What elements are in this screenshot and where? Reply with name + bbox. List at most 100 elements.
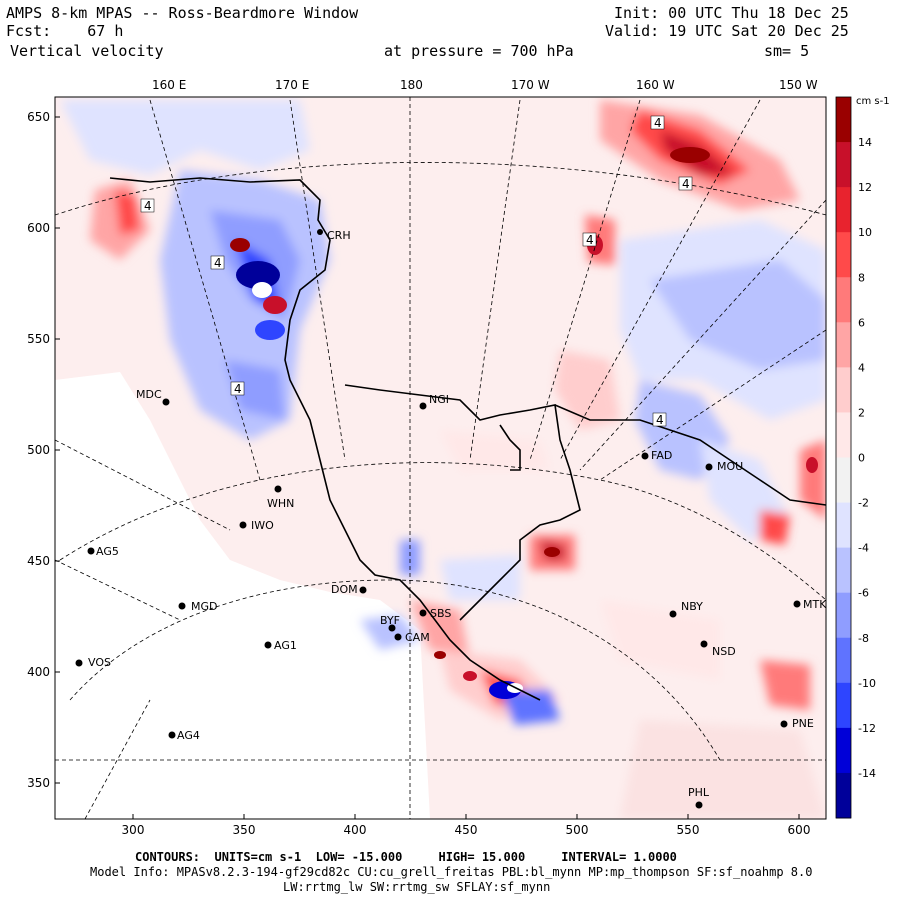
svg-text:MOU: MOU <box>717 460 743 473</box>
pressure-level: at pressure = 700 hPa <box>384 43 574 59</box>
svg-text:400: 400 <box>27 665 50 679</box>
svg-text:550: 550 <box>677 823 700 837</box>
fcst-label: Fcst: <box>6 22 52 40</box>
svg-text:MGD: MGD <box>191 600 218 613</box>
colorbar-label: -10 <box>858 677 876 690</box>
colorbar-swatch <box>836 412 851 458</box>
svg-text:4: 4 <box>656 413 664 427</box>
contour-label: 4 <box>650 115 665 130</box>
svg-text:4: 4 <box>586 233 594 247</box>
svg-text:170 E: 170 E <box>275 78 309 92</box>
colorbar: cm s-1 14 12 10 8 6 4 2 0 -2 -4 -6 -8 -10 -12 -14 <box>835 96 890 819</box>
pressure-label: at pressure = <box>384 42 502 60</box>
station-pne: PNE <box>780 717 814 730</box>
svg-text:500: 500 <box>27 443 50 457</box>
contours-label: CONTOURS: <box>135 850 201 864</box>
contour-label: 4 <box>582 232 597 247</box>
map-border <box>54 96 827 820</box>
station-dom: DOM <box>331 583 367 596</box>
station-whn: WHN <box>267 485 294 510</box>
colorbar-swatch <box>836 367 851 413</box>
svg-text:MDC: MDC <box>136 388 162 401</box>
contours-high: HIGH= 15.000 <box>438 850 526 864</box>
y-axis: 650 600 550 500 450 400 350 <box>27 110 50 790</box>
colorbar-label: 6 <box>858 316 865 329</box>
strong-features <box>230 147 818 699</box>
svg-text:4: 4 <box>144 199 152 213</box>
model-info: Model Info: MPASv8.2.3-194-gf29cd82c CU:… <box>90 865 813 879</box>
colorbar-label: 12 <box>858 181 872 194</box>
contour-label: 4 <box>652 412 667 427</box>
colorbar-label: 2 <box>858 406 865 419</box>
station-cam: CAM <box>394 631 430 644</box>
contour-label: 4 <box>210 255 225 270</box>
contour-label: 4 <box>678 176 693 191</box>
svg-text:BYF: BYF <box>380 614 400 627</box>
station-iwo: IWO <box>239 519 274 532</box>
station-sbs: SBS <box>419 607 451 620</box>
svg-text:180: 180 <box>400 78 423 92</box>
svg-text:600: 600 <box>27 221 50 235</box>
stations: MDC NGI WHN IWO AG5 MGD VOS AG1 AG4 DOM … <box>75 229 826 809</box>
svg-text:450: 450 <box>27 554 50 568</box>
svg-text:160 E: 160 E <box>152 78 186 92</box>
station-ngi: NGI <box>419 393 449 410</box>
svg-text:4: 4 <box>234 382 242 396</box>
svg-text:CRH: CRH <box>327 229 351 242</box>
model-info-2: LW:rrtmg_lw SW:rrtmg_sw SFLAY:sf_mynn <box>283 880 551 894</box>
colorbar-label: -2 <box>858 497 869 510</box>
svg-text:500: 500 <box>566 823 589 837</box>
station-phl: PHL <box>688 786 710 809</box>
field-name: Vertical velocity <box>10 42 164 60</box>
svg-text:350: 350 <box>27 776 50 790</box>
station-ag1: AG1 <box>264 639 297 652</box>
colorbar-swatch <box>836 592 851 639</box>
contours-interval: INTERVAL= 1.0000 <box>561 850 677 864</box>
contours-low: LOW= -15.000 <box>315 850 403 864</box>
svg-text:4: 4 <box>682 177 690 191</box>
station-crh: CRH <box>317 229 351 242</box>
svg-text:NGI: NGI <box>429 393 449 406</box>
colorbar-swatch <box>836 637 851 684</box>
contour-labels: 4 4 4 4 4 4 4 <box>140 115 693 427</box>
svg-text:4: 4 <box>214 256 222 270</box>
svg-text:650: 650 <box>27 110 50 124</box>
contours-info: CONTOURS: UNITS=cm s-1 LOW= -15.000 HIGH… <box>135 850 677 864</box>
fcst-value: 67 h <box>87 22 124 40</box>
svg-text:160 W: 160 W <box>636 78 675 92</box>
colorbar-swatch <box>836 457 851 504</box>
colorbar-label: 14 <box>858 136 872 149</box>
tick-marks <box>55 116 800 819</box>
svg-text:PHL: PHL <box>688 786 710 799</box>
svg-text:550: 550 <box>27 332 50 346</box>
station-mdc: MDC <box>136 388 170 406</box>
svg-text:400: 400 <box>344 823 367 837</box>
coastline <box>109 177 826 701</box>
station-nsd: NSD <box>700 640 736 658</box>
station-vos: VOS <box>75 656 111 669</box>
station-byf: BYF <box>380 614 400 632</box>
map-area: 4 4 4 4 4 4 4 MDC NGI WHN IWO AG5 MGD VO… <box>55 97 826 819</box>
colorbar-swatch <box>836 187 851 233</box>
station-ag5: AG5 <box>87 545 119 558</box>
colorbar-label: -6 <box>858 587 869 600</box>
svg-text:DOM: DOM <box>331 583 358 596</box>
svg-text:NBY: NBY <box>681 600 703 613</box>
svg-text:150 W: 150 W <box>779 78 818 92</box>
colorbar-labels: 14 12 10 8 6 4 2 0 -2 -4 -6 -8 -10 -12 -14 <box>858 136 876 780</box>
svg-text:SBS: SBS <box>430 607 451 620</box>
svg-text:IWO: IWO <box>251 519 274 532</box>
station-mou: MOU <box>705 460 743 473</box>
svg-text:NSD: NSD <box>712 645 736 658</box>
svg-text:AG4: AG4 <box>177 729 200 742</box>
colorbar-label: -8 <box>858 632 869 645</box>
graticule <box>55 97 826 819</box>
svg-text:AG1: AG1 <box>274 639 297 652</box>
colorbar-swatch <box>836 727 851 774</box>
station-ag4: AG4 <box>168 729 200 742</box>
pressure-value: 700 hPa <box>510 42 574 60</box>
colorbar-swatch <box>836 232 851 278</box>
init-time: Init: 00 UTC Thu 18 Dec 25 <box>614 4 849 22</box>
contour-label: 4 <box>140 198 155 213</box>
